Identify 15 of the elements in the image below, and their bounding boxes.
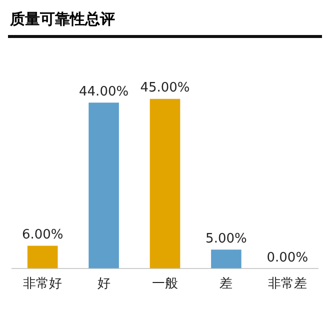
x-tick-label: 一般	[152, 276, 178, 292]
bar	[150, 98, 180, 268]
x-tick-label: 好	[97, 276, 110, 292]
data-label: 0.00%	[266, 250, 308, 266]
x-tick-label: 差	[220, 276, 233, 292]
data-label: 6.00%	[22, 228, 64, 243]
x-tick-label: 非常差	[268, 276, 307, 292]
data-label: 44.00%	[79, 84, 129, 100]
chart-title: 质量可靠性总评	[8, 8, 322, 38]
data-label: 5.00%	[206, 231, 247, 246]
bar	[27, 246, 58, 268]
bar	[211, 250, 242, 268]
x-tick-label: 非常好	[23, 276, 62, 292]
data-label: 45.00%	[140, 80, 190, 96]
bar	[88, 102, 119, 268]
